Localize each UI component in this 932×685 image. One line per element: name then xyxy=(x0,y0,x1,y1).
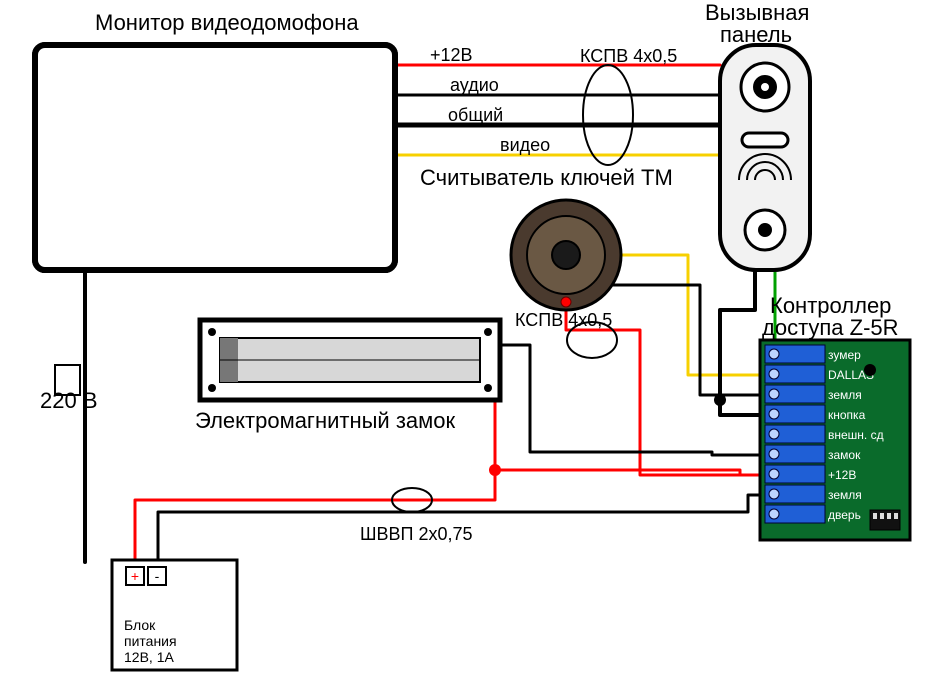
svg-text:аудио: аудио xyxy=(450,75,499,95)
cable-bundle-top xyxy=(583,65,633,165)
call-panel xyxy=(720,45,810,270)
psu-plus: + xyxy=(131,568,139,584)
terminal-label-0: зумер xyxy=(828,348,861,362)
speaker-icon xyxy=(742,133,788,147)
svg-text:питания: питания xyxy=(124,633,177,649)
buzzer-icon xyxy=(864,364,876,376)
power-supply: +- Блокпитания12В, 1А xyxy=(112,560,237,670)
terminal-label-6: +12В xyxy=(828,468,856,482)
svg-text:видео: видео xyxy=(500,135,550,155)
svg-text:КСПВ 4х0,5: КСПВ 4х0,5 xyxy=(580,46,677,66)
terminal-label-7: земля xyxy=(828,488,862,502)
svg-text:+12В: +12В xyxy=(430,45,473,65)
terminal-label-2: земля xyxy=(828,388,862,402)
svg-text:Блок: Блок xyxy=(124,617,156,633)
svg-text:12В, 1А: 12В, 1А xyxy=(124,649,174,665)
svg-text:доступа Z-5R: доступа Z-5R xyxy=(762,315,899,340)
psu-minus: - xyxy=(155,568,160,584)
terminal-label-4: внешн. сд xyxy=(828,428,884,442)
svg-text:220 В: 220 В xyxy=(40,388,98,413)
terminal-label-5: замок xyxy=(828,448,861,462)
svg-text:Электромагнитный замок: Электромагнитный замок xyxy=(195,408,456,433)
svg-text:общий: общий xyxy=(448,105,503,125)
svg-text:КСПВ 4х0,5: КСПВ 4х0,5 xyxy=(515,310,612,330)
svg-text:ШВВП 2х0,75: ШВВП 2х0,75 xyxy=(360,524,473,544)
terminal-label-8: дверь xyxy=(828,508,861,522)
terminal-label-3: кнопка xyxy=(828,408,866,422)
reader-led-icon xyxy=(561,297,571,307)
svg-text:Монитор видеодомофона: Монитор видеодомофона xyxy=(95,10,359,35)
controller-z5r: зумерDALLASземлякнопкавнешн. сдзамок+12В… xyxy=(760,340,910,540)
svg-text:Считыватель ключей TM: Считыватель ключей TM xyxy=(420,165,673,190)
tm-reader xyxy=(511,200,621,310)
